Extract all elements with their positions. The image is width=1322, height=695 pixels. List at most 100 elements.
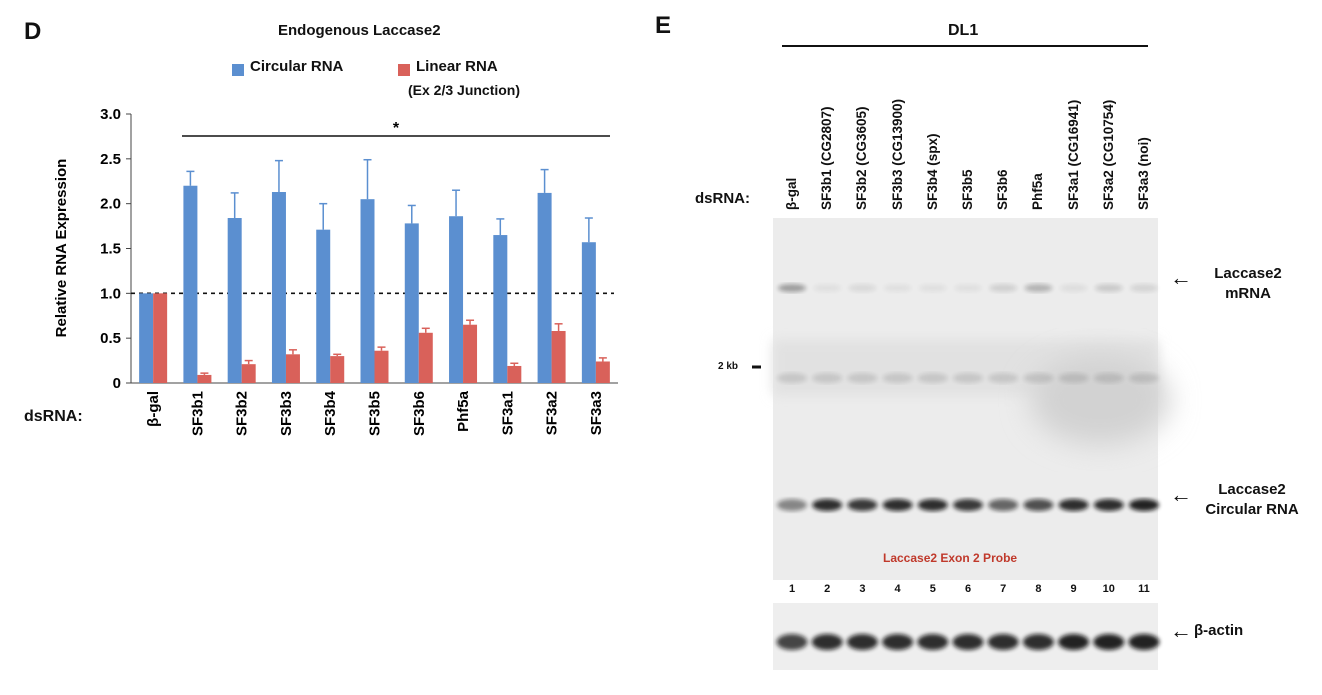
actin-band — [1058, 634, 1090, 650]
y-tick-label: 0.5 — [100, 330, 121, 347]
mrna-band — [1094, 284, 1123, 292]
bar-linear — [551, 330, 566, 383]
bar-linear — [285, 354, 300, 383]
actin-band — [811, 634, 843, 650]
x-tick-label: SF3a1 — [499, 391, 516, 435]
x-tick-label: Phf5a — [455, 390, 472, 432]
bar-circular — [449, 216, 464, 383]
background-band — [953, 373, 983, 383]
x-tick-label: SF3b2 — [234, 391, 251, 436]
actin-band — [1093, 634, 1125, 650]
y-tick-label: 2.0 — [100, 196, 121, 213]
actin-band — [1128, 634, 1160, 650]
background-band — [988, 373, 1019, 383]
bar-circular — [493, 235, 508, 383]
legend-swatch-circular — [232, 64, 244, 76]
bar-circular — [537, 192, 552, 383]
mrna-band — [848, 284, 877, 292]
background-band — [1093, 373, 1124, 383]
mrna-arrow: ← — [1170, 265, 1192, 290]
actin-band — [987, 634, 1019, 650]
chart-title: Endogenous Laccase2 — [278, 22, 441, 39]
circular-rna-band — [988, 499, 1019, 511]
circular-rna-band — [777, 499, 807, 511]
bar-linear — [418, 332, 433, 383]
circular-rna-band — [917, 499, 948, 511]
lane-number: 4 — [894, 583, 901, 595]
lane-number: 1 — [788, 583, 796, 595]
lane-number: 11 — [1138, 583, 1150, 595]
legend-label-circular: Circular RNA — [250, 58, 344, 75]
legend-label-linear: Linear RNA — [416, 58, 498, 75]
mrna-label-line1: Laccase2 — [1214, 265, 1282, 282]
bar-linear — [507, 365, 522, 383]
background-band — [777, 373, 807, 383]
actin-band — [846, 634, 878, 650]
panel-e-dsrna-label: dsRNA: — [695, 190, 750, 207]
background-band — [1058, 373, 1089, 383]
bar-linear — [197, 374, 212, 383]
circular-rna-band — [953, 499, 983, 511]
circular-rna-band — [1129, 499, 1159, 511]
bar-circular — [227, 218, 242, 383]
bar-circular — [139, 293, 154, 383]
mrna-band — [954, 284, 982, 292]
actin-band — [776, 634, 808, 650]
bar-circular — [271, 192, 286, 383]
circular-rna-band — [882, 499, 913, 511]
lane-number: 6 — [964, 583, 972, 595]
circular-rna-band — [812, 499, 843, 511]
lane-number: 3 — [859, 583, 866, 595]
lane-number: 2 — [824, 583, 831, 595]
actin-band — [917, 634, 949, 650]
cell-line-label: DL1 — [948, 22, 979, 39]
y-tick-label: 0 — [113, 375, 121, 392]
x-tick-label: SF3b4 — [322, 390, 339, 436]
blot-smear — [1030, 355, 1170, 445]
mrna-band — [883, 284, 912, 292]
background-band — [847, 373, 878, 383]
x-tick-label: β-gal — [145, 391, 162, 427]
mrna-band — [778, 284, 806, 292]
y-tick-label: 3.0 — [100, 106, 121, 123]
actin-band — [1022, 634, 1054, 650]
x-tick-label: SF3b5 — [367, 391, 384, 436]
mrna-band — [1130, 284, 1158, 292]
y-tick-label: 1.5 — [100, 241, 121, 258]
circular-rna-band — [1093, 499, 1124, 511]
lane-number: 10 — [1102, 583, 1115, 595]
lane-number: 5 — [929, 583, 936, 595]
x-tick-label: SF3b6 — [411, 391, 428, 436]
lane-number: 9 — [1070, 583, 1077, 595]
bar-linear — [330, 356, 345, 383]
bar-circular — [360, 199, 375, 383]
background-band — [1023, 373, 1054, 383]
bar-circular — [581, 242, 596, 383]
x-tick-label: SF3b1 — [189, 391, 206, 436]
mrna-label: Laccase2 mRNA — [1198, 264, 1298, 304]
bar-linear — [463, 324, 478, 383]
mrna-label-line2: mRNA — [1225, 285, 1271, 302]
x-tick-label: SF3a2 — [544, 391, 561, 435]
panel-e-letter: E — [655, 12, 672, 39]
mrna-band — [989, 284, 1018, 292]
circular-rna-band — [847, 499, 878, 511]
bar-linear — [153, 293, 168, 383]
circular-rna-band — [1058, 499, 1089, 511]
circular-label-line2: Circular RNA — [1205, 501, 1299, 518]
bar-circular — [316, 229, 331, 383]
mrna-band — [1059, 284, 1088, 292]
mrna-band — [1024, 284, 1053, 292]
significance-star: * — [393, 120, 400, 137]
x-tick-label: SF3b3 — [278, 391, 295, 436]
bar-circular — [404, 223, 419, 383]
probe-label: Laccase2 Exon 2 Probe — [883, 551, 1018, 565]
cell-line-bar — [782, 45, 1148, 47]
background-band — [882, 373, 913, 383]
actin-band — [952, 634, 984, 650]
panel-d-dsrna-label: dsRNA: — [24, 408, 83, 425]
circular-rna-band — [1023, 499, 1054, 511]
background-band — [917, 373, 948, 383]
circular-label-line1: Laccase2 — [1218, 481, 1286, 498]
